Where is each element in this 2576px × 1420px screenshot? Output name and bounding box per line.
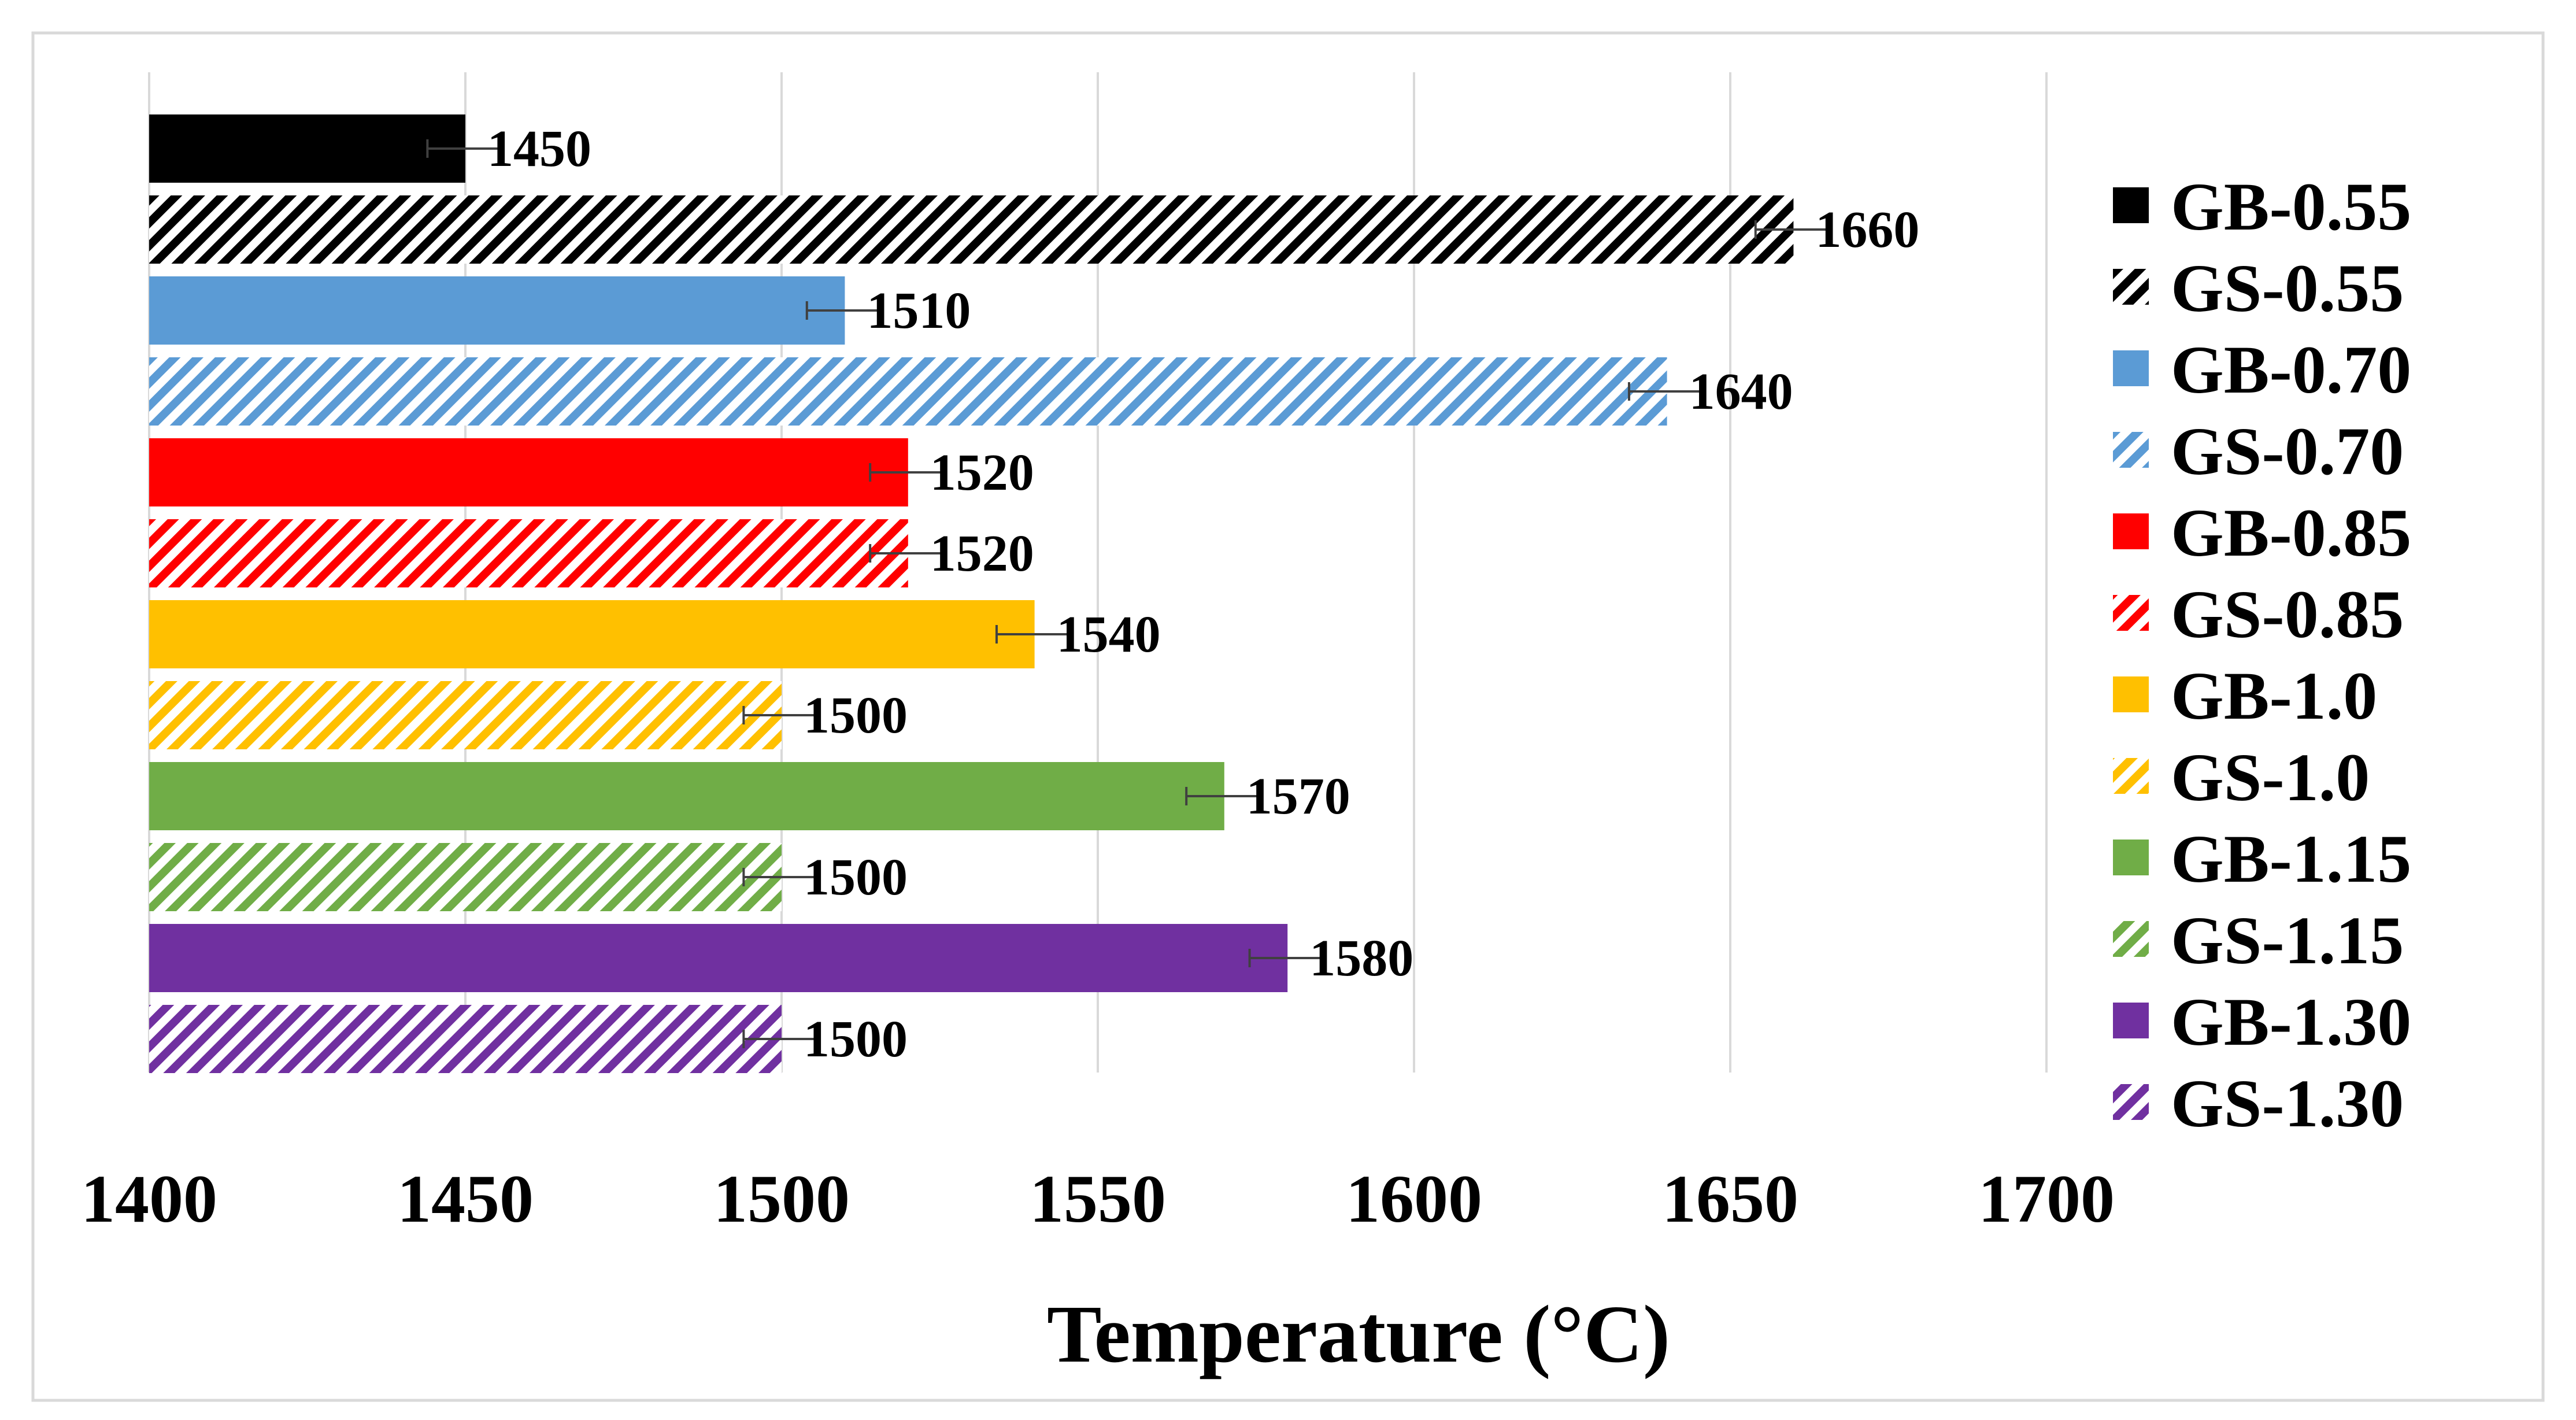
error-bar-gb-0.55 (426, 139, 505, 158)
error-bar-gb-0.85 (869, 463, 948, 482)
legend-label-gs-0.55: GS-0.55 (2171, 250, 2404, 326)
legend-label-gb-1.15: GB-1.15 (2171, 821, 2411, 897)
legend-label-gb-0.85: GB-0.85 (2171, 495, 2411, 571)
legend-swatch-gb-0.85 (2113, 513, 2149, 549)
bar-gb-1.30 (149, 924, 1288, 992)
legend-label-gs-0.85: GS-0.85 (2171, 576, 2404, 652)
legend-swatch-gs-0.85 (2113, 595, 2149, 631)
data-label-gs-1.30: 1500 (804, 1011, 908, 1068)
bar-gb-0.70 (149, 276, 845, 345)
data-labels: 1450 1660 1510 1640 1520 1520 1540 1500 1570 1500… (487, 120, 1919, 1068)
legend-label-gb-0.55: GB-0.55 (2171, 169, 2411, 245)
data-label-gs-0.85: 1520 (930, 525, 1034, 582)
legend-swatch-gb-0.70 (2113, 350, 2149, 386)
legend-swatch-gb-1.0 (2113, 676, 2149, 712)
x-axis-ticks: 1400 1450 1500 1550 1600 1650 1700 (81, 1161, 2115, 1237)
data-label-gb-1.0: 1540 (1057, 606, 1161, 663)
tick-label-1550: 1550 (1030, 1161, 1166, 1237)
error-bar-gs-1.30 (742, 1030, 821, 1048)
data-label-gb-1.15: 1570 (1246, 768, 1350, 825)
bar-gs-0.55 (149, 195, 1794, 264)
legend-label-gb-1.30: GB-1.30 (2171, 984, 2411, 1060)
error-bar-gb-1.30 (1248, 949, 1327, 967)
tick-label-1500: 1500 (713, 1161, 850, 1237)
bar-gb-0.85 (149, 438, 908, 506)
bar-gs-1.30 (149, 1005, 782, 1073)
data-label-gs-0.70: 1640 (1689, 363, 1793, 420)
error-bar-gb-1.15 (1185, 787, 1264, 805)
bar-gs-0.85 (149, 519, 908, 587)
legend-label-gs-0.70: GS-0.70 (2171, 413, 2404, 489)
data-label-gb-0.55: 1450 (487, 120, 591, 178)
legend-swatch-gb-0.55 (2113, 187, 2149, 223)
data-label-gs-1.0: 1500 (804, 687, 908, 744)
tick-label-1450: 1450 (397, 1161, 534, 1237)
error-bar-gb-0.70 (805, 301, 884, 320)
data-label-gs-1.15: 1500 (804, 849, 908, 906)
error-bars (426, 139, 1833, 1048)
data-label-gb-1.30: 1580 (1309, 930, 1413, 987)
error-bar-gs-1.15 (742, 868, 821, 886)
bar-gs-1.0 (149, 681, 782, 749)
bar-gb-0.55 (149, 114, 465, 183)
tick-label-1700: 1700 (1978, 1161, 2115, 1237)
legend-label-gb-1.0: GB-1.0 (2171, 658, 2377, 734)
legend-swatch-gs-1.30 (2113, 1084, 2149, 1120)
data-label-gb-0.70: 1510 (867, 282, 971, 339)
legend-label-gs-1.0: GS-1.0 (2171, 739, 2370, 815)
x-axis-title: Temperature (°C) (1047, 1288, 1670, 1380)
legend-swatch-gb-1.30 (2113, 1003, 2149, 1038)
legend-swatch-gs-1.15 (2113, 921, 2149, 957)
legend-swatch-gs-0.55 (2113, 269, 2149, 305)
data-label-gb-0.85: 1520 (930, 444, 1034, 501)
legend-label-gb-0.70: GB-0.70 (2171, 332, 2411, 408)
error-bar-gs-0.85 (869, 544, 948, 563)
bar-gs-0.70 (149, 357, 1667, 426)
legend-swatch-gs-1.0 (2113, 758, 2149, 794)
data-label-gs-0.55: 1660 (1815, 201, 1919, 258)
error-bar-gb-1.0 (995, 625, 1074, 644)
legend-label-gs-1.30: GS-1.30 (2171, 1066, 2404, 1141)
legend-swatch-gb-1.15 (2113, 840, 2149, 875)
bar-gb-1.15 (149, 762, 1224, 830)
tick-label-1650: 1650 (1662, 1161, 1798, 1237)
bars (149, 114, 1794, 1073)
legend: GB-0.55GS-0.55GB-0.70GS-0.70GB-0.85GS-0.… (2113, 169, 2411, 1141)
tick-label-1600: 1600 (1346, 1161, 1482, 1237)
bar-gs-1.15 (149, 843, 782, 911)
bar-gb-1.0 (149, 600, 1035, 668)
error-bar-gs-1.0 (742, 706, 821, 724)
legend-swatch-gs-0.70 (2113, 432, 2149, 468)
error-bar-gs-0.55 (1754, 220, 1833, 239)
tick-label-1400: 1400 (81, 1161, 217, 1237)
error-bar-gs-0.70 (1627, 382, 1707, 401)
legend-label-gs-1.15: GS-1.15 (2171, 903, 2404, 978)
